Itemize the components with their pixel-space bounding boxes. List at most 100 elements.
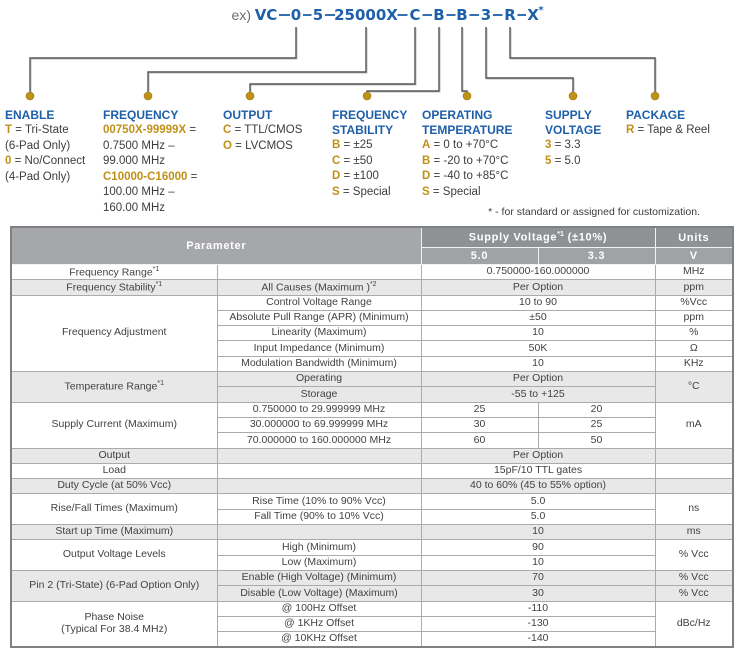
- table-row: Load 15pF/10 TTL gates: [10, 462, 734, 480]
- table-subheader-row: 5.0 3.3 V: [11, 247, 734, 265]
- connector-line-shadow: [250, 27, 417, 93]
- param-group-label: Output: [98, 448, 131, 461]
- param-group-cell: Temperature Range*1: [10, 371, 218, 403]
- legend-item-text: = Special: [432, 185, 481, 198]
- legend-item-text: = -40 to +85°C: [433, 170, 509, 182]
- unit-cell: ns: [654, 493, 734, 526]
- unit-cell: % Vcc: [654, 539, 734, 571]
- value-cell-3v: 20: [537, 401, 656, 418]
- value-cell: -130: [420, 615, 656, 633]
- legend-title: SUPPLY: [545, 108, 592, 122]
- table-row: Modulation Bandwidth (Minimum) 10 KHz: [11, 355, 734, 373]
- legend-item-text: = No/Connect: [14, 155, 86, 167]
- legend-item: S = Special: [332, 185, 422, 201]
- param-group-label: Duty Cycle (at 50% Vcc): [57, 479, 172, 492]
- connector-line: [147, 27, 367, 92]
- value-cell: Per Option: [420, 447, 656, 464]
- unit-cell: °C: [654, 371, 734, 403]
- unit-cell: dBc/Hz: [654, 600, 734, 648]
- table-row: Start up Time (Maximum) 10 ms: [10, 524, 734, 541]
- param-sub-label: Rise Time (10% to 90% Vcc): [252, 494, 386, 507]
- footnote: * - for standard or assigned for customi…: [488, 206, 700, 218]
- unit-cell: mA: [654, 401, 734, 449]
- param-sub-cell: [216, 462, 422, 480]
- param-sub-label: Modulation Bandwidth (Minimum): [241, 357, 397, 370]
- legend-item-code: C: [332, 154, 341, 167]
- value-cell: 0.750000-160.000000: [420, 263, 656, 281]
- value-cell: 40 to 60% (45 to 55% option): [420, 478, 656, 495]
- legend-item-text: = ±50: [343, 154, 373, 167]
- value-cell: ±50: [420, 309, 656, 327]
- table-row: Frequency Adjustment Control Voltage Rang…: [10, 294, 734, 373]
- connector-line-shadow: [462, 27, 469, 93]
- param-sub-cell: @ 1KHz Offset: [216, 615, 422, 633]
- legend-item-code: T: [5, 124, 13, 136]
- legend-item: O = LVCMOS: [223, 139, 329, 155]
- param-group-cell: Output Voltage Levels: [10, 539, 218, 571]
- param-sub-cell: Modulation Bandwidth (Minimum): [216, 355, 422, 373]
- param-group-cell: Pin 2 (Tri-State) (6-Pad Option Only): [10, 569, 218, 602]
- legend-item-code: S: [332, 185, 340, 198]
- table-row: Phase Noise (Typical For 38.4 MHz) @ 100H…: [10, 600, 734, 648]
- value-cell: 10: [420, 524, 656, 541]
- param-sub-label: @ 100Hz Offset: [281, 601, 357, 614]
- legend-item: 00750X-99999X =: [103, 123, 221, 139]
- part-number-segment: VC: [255, 6, 278, 24]
- footnote-mark: *1: [152, 265, 160, 273]
- legend-title: VOLTAGE: [545, 123, 602, 137]
- legend-item: 99.000 MHz: [103, 154, 221, 170]
- table-row: Frequency Range*1 0.750000-160.000000 MHz: [10, 263, 734, 281]
- value-cell: 10: [420, 554, 656, 571]
- legend-item-text: = ±25: [343, 139, 373, 151]
- unit-cell: %: [654, 325, 734, 342]
- part-number-diagram: ex) VC 0 5 25000X C B B 3 R X *: [25, 5, 660, 101]
- col-header-5v: 5.0: [420, 247, 539, 265]
- legend-item-text: = 3.3: [554, 139, 581, 151]
- legend-item-text: = LVCMOS: [235, 139, 293, 152]
- legend-title: OPERATING: [422, 108, 493, 122]
- value-cell: Per Option: [420, 279, 656, 296]
- value-cell: 30: [420, 585, 656, 602]
- legend-item-code: 3: [545, 139, 552, 151]
- part-number-segment: 5: [313, 6, 323, 24]
- legend-item: S = Special: [422, 185, 544, 201]
- part-number-segment: B: [433, 6, 444, 24]
- param-group-label: Output Voltage Levels: [62, 548, 166, 561]
- param-group-label: Frequency Stability: [66, 281, 156, 294]
- table-row: Supply Current (Maximum) 0.750000 to 29.9…: [10, 401, 734, 449]
- legend-title: PACKAGE: [626, 108, 686, 122]
- legend-item: A = 0 to +70°C: [422, 138, 544, 154]
- legend-item-code: B: [422, 154, 431, 167]
- param-group-label: Supply Current (Maximum): [51, 418, 177, 431]
- param-group-cell: Frequency Stability*1: [10, 279, 218, 296]
- legend-item-text: = TTL/CMOS: [234, 124, 303, 136]
- footnote-mark: *2: [369, 280, 377, 288]
- col-header-supply-voltage: Supply Voltage*1 (±10%): [420, 226, 656, 248]
- table-row: Pin 2 (Tri-State) (6-Pad Option Only) Ena…: [10, 569, 734, 602]
- legend-item-text: = ±100: [343, 170, 379, 182]
- param-group-cell: Phase Noise (Typical For 38.4 MHz): [10, 600, 218, 648]
- legend-item-text: 160.00 MHz: [103, 201, 166, 214]
- legend-item-text: =: [189, 124, 197, 136]
- legend-item-code: 00750X-99999X: [103, 124, 187, 136]
- table-row: Output Per Option: [10, 447, 734, 464]
- table-row: Storage -55 to +125: [11, 386, 733, 403]
- param-group-label: Phase Noise (Typical For 38.4 MHz): [61, 611, 168, 635]
- param-sub-label: Storage: [300, 387, 338, 400]
- parameter-header-label: Parameter: [186, 240, 247, 252]
- connector-line-shadow: [30, 27, 298, 93]
- legend-item-text: = -20 to +70°C: [433, 154, 509, 167]
- legend-item: B = ±25: [332, 138, 422, 154]
- legend-item-code: 5: [545, 154, 552, 167]
- legend-item-code: C10000-C16000: [103, 170, 188, 183]
- param-sub-cell: Input Impedance (Minimum): [216, 340, 422, 357]
- connector-line: [485, 27, 574, 92]
- value-cell-3v: 50: [537, 432, 656, 449]
- table-row: Rise/Fall Times (Maximum) Rise Time (10% …: [10, 493, 734, 526]
- unit-cell: [654, 462, 734, 480]
- legend-column-frequency: FREQUENCY 00750X-99999X = 0.7500 MHz –99.0…: [103, 108, 221, 216]
- connector-line-shadow: [510, 27, 657, 93]
- param-sub-label: Low (Maximum): [281, 555, 357, 568]
- table-row: Disable (Low Voltage) (Maximum) 30% Vcc: [11, 585, 734, 602]
- legend-item: C = ±50: [332, 154, 422, 170]
